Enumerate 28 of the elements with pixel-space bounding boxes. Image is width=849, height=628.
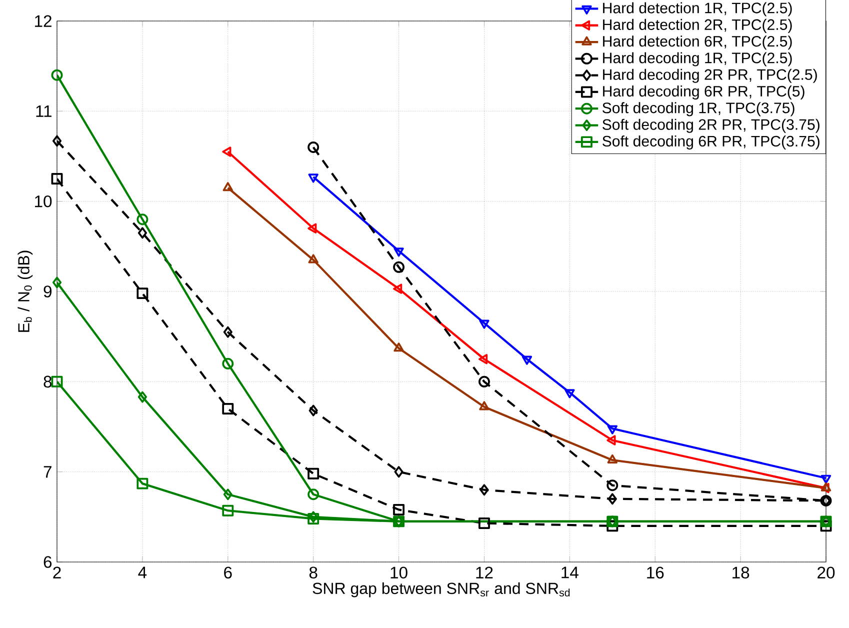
x-tick-label: 10 [390,566,408,579]
y-tick-label: 11 [36,105,52,117]
legend-label: Soft decoding 2R PR, TPC(3.75) [602,118,820,133]
y-tick-label: 12 [35,15,52,27]
x-tick-label: 12 [476,566,493,578]
x-tick-label: 8 [309,566,318,579]
legend-label: Hard decoding 6R PR, TPC(5) [603,86,804,100]
y-tick-label: 10 [35,195,52,208]
y-tick-label: 7 [44,466,52,478]
x-tick-label: 2 [53,566,61,578]
x-axis-title: SNR gap between SNR$_{sr}$ and SNR$_{sd}$ [312,582,570,598]
x-tick-label: 18 [732,566,750,579]
legend-label: Hard decoding 2R PR, TPC(2.5) [603,68,817,83]
y-tick-label: 8 [44,376,52,388]
legend-label: Hard detection 6R, TPC(2.5) [603,36,792,50]
x-tick-label: 4 [138,566,147,578]
x-tick-label: 6 [224,566,232,579]
legend-label: Hard detection 1R, TPC(2.5) [603,2,792,16]
y-axis-title: E$_{b}$ / N$_{0}$ (dB) [18,250,33,332]
legend-label: Hard detection 2R, TPC(2.5) [603,18,792,33]
x-tick-label: 20 [818,566,835,579]
y-tick-label: 6 [44,556,52,568]
y-tick-label: 9 [44,286,52,298]
x-tick-label: 14 [562,566,578,578]
legend-label: Soft decoding 1R, TPC(3.75) [602,102,794,116]
legend-label: Hard decoding 1R, TPC(2.5) [603,52,792,66]
legend-label: Soft decoding 6R PR, TPC(3.75) [602,135,820,150]
x-tick-label: 16 [647,566,664,579]
